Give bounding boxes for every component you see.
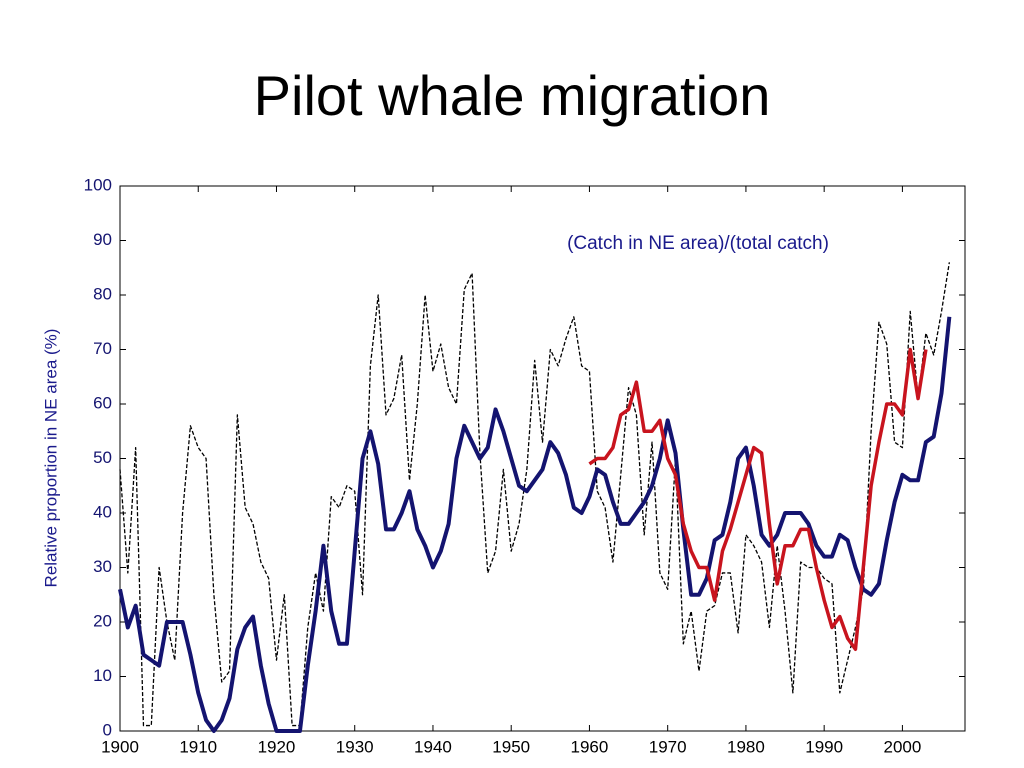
y-tick-label: 60 xyxy=(93,393,112,412)
y-tick-label: 80 xyxy=(93,284,112,303)
x-tick-label: 1950 xyxy=(492,737,530,756)
x-tick-label: 1900 xyxy=(101,737,139,756)
series-line xyxy=(118,316,952,733)
y-axis-label: Relative proportion in NE area (%) xyxy=(41,329,60,588)
x-tick-label: 1980 xyxy=(727,737,765,756)
y-tick-label: 70 xyxy=(93,339,112,358)
x-tick-label: 1910 xyxy=(179,737,217,756)
y-tick-label: 30 xyxy=(93,557,112,576)
y-tick-label: 0 xyxy=(103,720,112,739)
y-tick-label: 10 xyxy=(93,666,112,685)
plot-frame xyxy=(119,185,966,732)
series-line xyxy=(588,347,928,651)
y-tick-label: 100 xyxy=(84,175,112,194)
y-tick-label: 90 xyxy=(93,230,112,249)
x-tick-label: 1970 xyxy=(649,737,687,756)
x-tick-label: 1920 xyxy=(258,737,296,756)
x-tick-label: 1930 xyxy=(336,737,374,756)
x-tick-label: 1990 xyxy=(805,737,843,756)
y-tick-label: 50 xyxy=(93,448,112,467)
chart-title: Pilot whale migration xyxy=(254,64,771,127)
x-tick-label: 1940 xyxy=(414,737,452,756)
x-tick-label: 2000 xyxy=(883,737,921,756)
y-tick-label: 40 xyxy=(93,502,112,521)
annotation: (Catch in NE area)/(total catch) xyxy=(567,233,829,254)
x-tick-label: 1960 xyxy=(571,737,609,756)
series-line xyxy=(119,262,950,727)
y-tick-label: 20 xyxy=(93,611,112,630)
